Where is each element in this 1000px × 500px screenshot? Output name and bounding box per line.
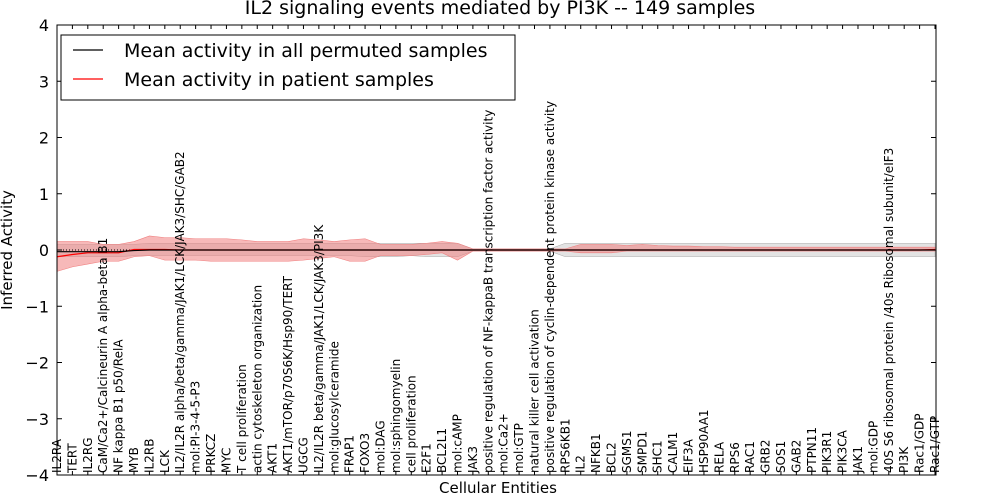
x-category-label: cell proliferation: [404, 375, 418, 473]
x-category-label: Rac1/GDP: [913, 414, 927, 473]
x-category-label: IL2RA: [50, 438, 64, 473]
legend-label-permuted: Mean activity in all permuted samples: [124, 40, 487, 62]
y-tick-label: 4: [39, 16, 49, 35]
x-category-label: EIF3A: [682, 438, 696, 473]
x-category-label: SMPD1: [635, 431, 649, 473]
x-category-label: SGMS1: [620, 430, 634, 473]
x-category-label: MYB: [127, 447, 141, 473]
x-category-label: PI3K: [897, 446, 911, 473]
x-category-label: mol:PI-3-4-5-P3: [189, 381, 203, 473]
series-lines: [56, 248, 936, 258]
x-category-label: T cell proliferation: [235, 364, 249, 474]
y-tick-label: −3: [25, 410, 49, 429]
y-tick-label: 2: [39, 129, 49, 148]
x-category-label: NF kappa B1 p50/RelA: [112, 339, 126, 473]
x-category-label: IL2/IL2R beta/gamma/JAK1/LCK/JAK3/PI3K: [312, 224, 326, 473]
legend: Mean activity in all permuted samples Mea…: [60, 34, 516, 101]
x-category-label: HSP90AA1: [697, 409, 711, 473]
y-tick-label: −1: [25, 297, 49, 316]
x-category-label: PIK3R1: [820, 431, 834, 473]
x-category-label: PRKCZ: [204, 434, 218, 473]
x-category-label: CALM1: [666, 432, 680, 473]
x-category-label: RELA: [712, 441, 726, 473]
x-category-label: 40S S6 ribosomal protein /40s Ribosomal …: [882, 148, 896, 473]
x-category-label: IL2RB: [142, 439, 156, 473]
y-axis: 4 3 2 1 0 −1 −2 −3 −4: [25, 16, 936, 485]
x-category-label: CaM/Ca2+/Calcineurin A alpha-beta B1: [96, 238, 110, 473]
x-category-label: UGCG: [296, 437, 310, 473]
x-category-label: mol:DAG: [373, 420, 387, 473]
x-category-label: mol:cAMP: [450, 414, 464, 473]
chart-title: IL2 signaling events mediated by PI3K --…: [245, 0, 755, 19]
x-category-label: mol:Ca2+: [497, 413, 511, 473]
x-category-label: actin cytoskeleton organization: [250, 285, 264, 473]
x-category-label: BCL2: [605, 442, 619, 473]
confidence-bands: [56, 235, 936, 272]
x-category-label: positive regulation of NF-kappaB transcr…: [481, 110, 495, 473]
x-category-label: JAK1: [851, 446, 865, 474]
x-category-label: JAK3: [466, 446, 480, 474]
legend-box: [60, 34, 516, 101]
y-axis-title: Inferred Activity: [0, 190, 16, 310]
x-category-label: SOS1: [774, 441, 788, 473]
y-tick-label: −4: [25, 466, 49, 485]
x-category-label: TERT: [65, 443, 79, 474]
x-category-label: E2F1: [420, 443, 434, 473]
x-category-label: SHC1: [651, 440, 665, 473]
x-category-label: AKT1: [266, 443, 280, 473]
x-category-label: GAB2: [789, 440, 803, 473]
x-category-label: PIK3CA: [836, 429, 850, 473]
x-category-label: NFKB1: [589, 433, 603, 473]
y-tick-label: −2: [25, 354, 49, 373]
series-line-permuted: [57, 249, 935, 253]
x-category-label: mol:GDP: [866, 421, 880, 473]
x-category-label: IL2: [574, 455, 588, 473]
x-category-label: RPS6KB1: [558, 418, 572, 473]
x-category-label: FOXO3: [358, 433, 372, 473]
x-category-label: PTPN11: [805, 427, 819, 473]
x-category-label: Rac1/GTP: [928, 416, 942, 473]
x-category-label: mol:GTP: [512, 423, 526, 473]
x-category-label: mol:glucosylceramide: [327, 341, 341, 473]
x-category-label: AKT1/mTOR/p70S6K/Hsp90/TERT: [281, 275, 295, 473]
y-tick-label: 1: [39, 185, 49, 204]
legend-label-patient: Mean activity in patient samples: [124, 69, 434, 91]
x-category-label: RAC1: [743, 441, 757, 473]
x-category-label: MYC: [219, 448, 233, 473]
x-category-label: natural killer cell activation: [528, 309, 542, 473]
x-axis: IL2RA TERT IL2RG CaM/Ca2+/Calcineurin A alp…: [50, 25, 942, 475]
x-category-label: positive regulation of cyclin-dependent …: [543, 101, 557, 473]
x-category-label: GRB2: [759, 439, 773, 473]
y-tick-label: 3: [39, 72, 49, 91]
x-category-label: FRAP1: [343, 435, 357, 473]
x-category-label: LCK: [158, 449, 172, 473]
x-category-label: IL2RG: [81, 438, 95, 474]
x-category-label: BCL2L1: [435, 428, 449, 473]
x-category-label: IL2/IL2R alpha/beta/gamma/JAK1/LCK/JAK3/…: [173, 151, 187, 473]
band-patient: [56, 235, 936, 272]
x-category-label: RPS6: [728, 442, 742, 473]
x-axis-title: Cellular Entities: [439, 479, 557, 497]
x-category-label: mol:sphingomyelin: [389, 359, 403, 473]
y-tick-label: 0: [39, 241, 49, 260]
